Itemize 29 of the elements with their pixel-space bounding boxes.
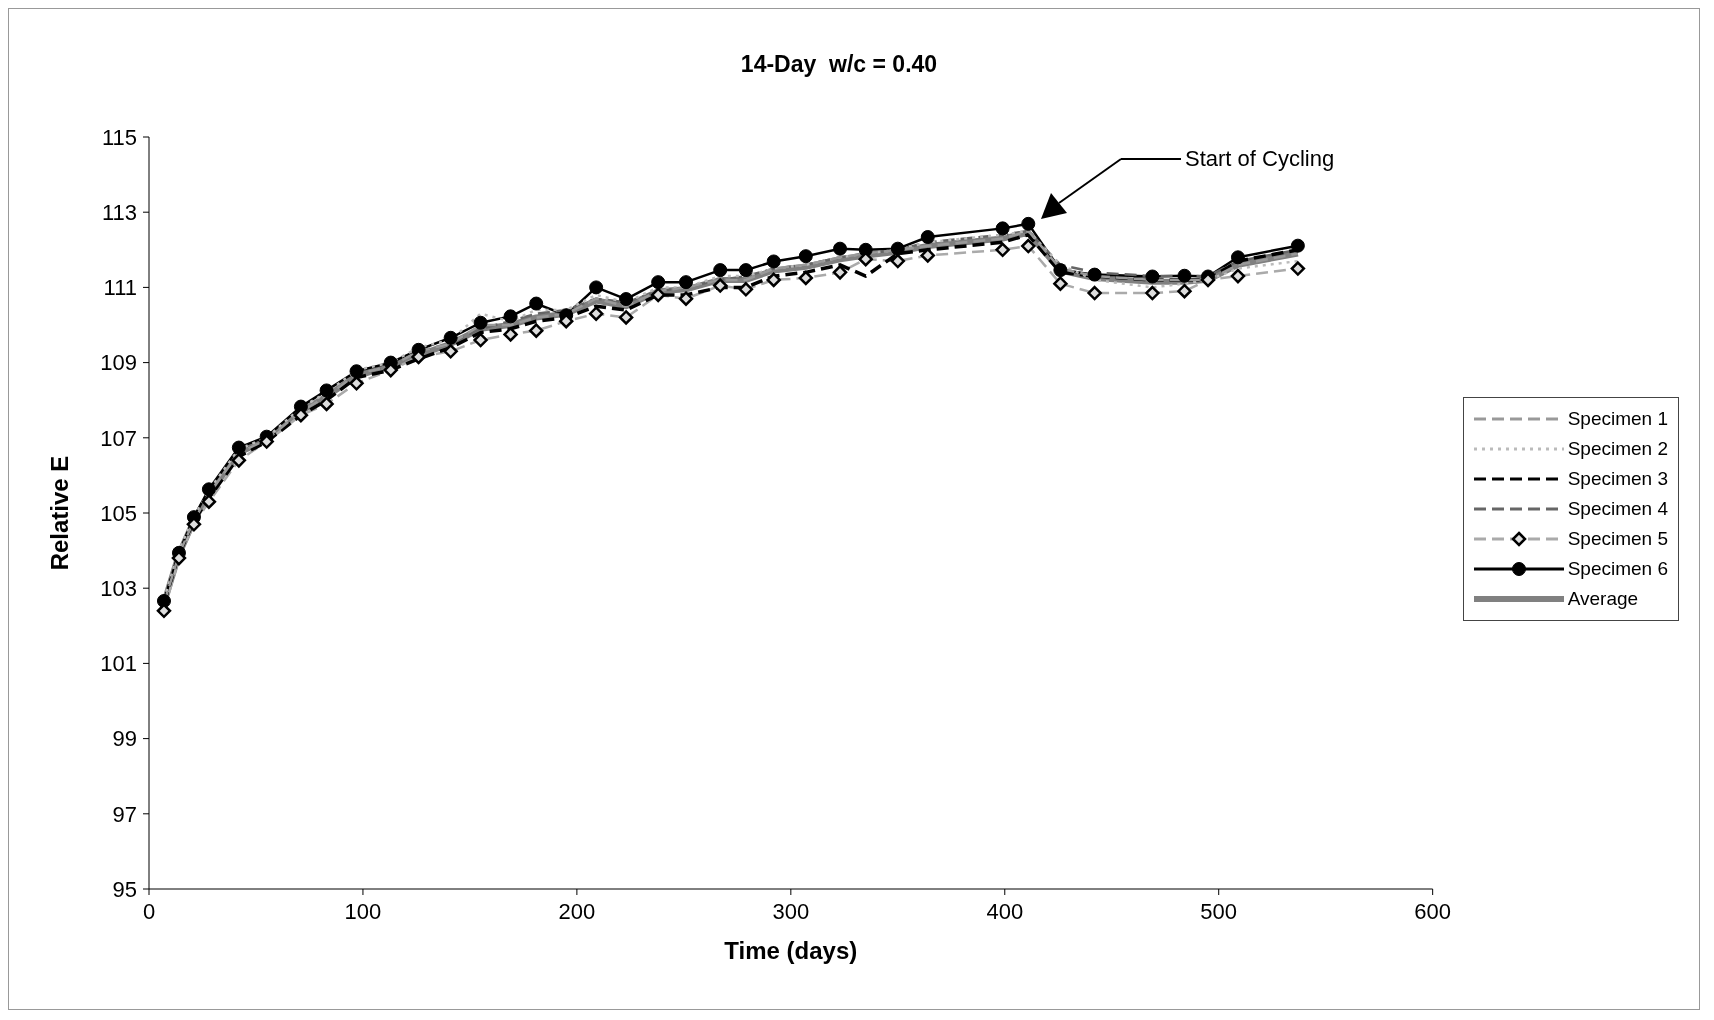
x-tick-label: 100 xyxy=(344,898,382,924)
legend-label: Specimen 3 xyxy=(1567,468,1668,490)
x-tick-label: 500 xyxy=(1200,898,1238,924)
y-tick-label: 115 xyxy=(101,124,137,150)
x-tick-label: 0 xyxy=(142,898,156,924)
y-tick-label: 101 xyxy=(100,651,137,677)
legend-label: Specimen 5 xyxy=(1567,528,1668,550)
legend-label: Average xyxy=(1567,588,1639,610)
x-axis-title: Time (days) xyxy=(724,937,858,964)
x-tick-label: 400 xyxy=(986,898,1024,924)
legend-label: Specimen 2 xyxy=(1567,438,1668,460)
legend-label: Specimen 1 xyxy=(1567,408,1668,430)
x-tick-label: 300 xyxy=(772,898,810,924)
y-tick-label: 97 xyxy=(112,801,137,827)
legend-label: Specimen 6 xyxy=(1567,558,1668,580)
y-tick-label: 113 xyxy=(101,200,137,226)
y-tick-label: 105 xyxy=(100,500,137,526)
x-tick-label: 600 xyxy=(1414,898,1452,924)
y-tick-label: 107 xyxy=(100,425,137,451)
y-axis-title: Relative E xyxy=(45,455,73,571)
legend-label: Specimen 4 xyxy=(1567,498,1668,520)
chart-title: 14-Day w/c = 0.40 xyxy=(739,51,939,78)
y-tick-label: 99 xyxy=(112,726,137,752)
x-tick-label: 200 xyxy=(558,898,596,924)
annotation: Start of Cycling xyxy=(1185,146,1335,172)
y-tick-label: 103 xyxy=(100,576,137,602)
y-tick-label: 95 xyxy=(112,876,137,902)
y-tick-label: 109 xyxy=(100,350,137,376)
y-tick-label: 111 xyxy=(103,275,137,301)
